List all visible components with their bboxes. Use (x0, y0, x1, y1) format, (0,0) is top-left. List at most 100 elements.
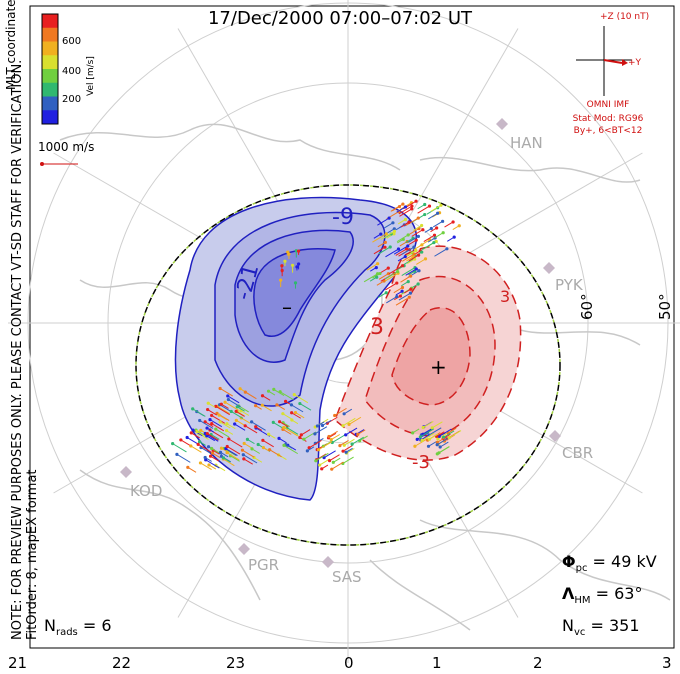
velocity-vector-origin (435, 226, 439, 230)
velocity-vector (228, 399, 241, 408)
velocity-vector (428, 427, 442, 436)
velocity-vector-origin (283, 399, 288, 403)
velocity-vector-origin (436, 437, 440, 441)
velocity-vector-origin (218, 386, 222, 391)
velocity-vector-origin (243, 424, 247, 428)
velocity-vector-origin (392, 227, 396, 231)
velocity-vector (215, 464, 226, 472)
velocity-vector-origin (207, 463, 211, 467)
colorbar-tick: 400 (62, 66, 82, 77)
velocity-vector-origin (327, 459, 332, 463)
velocity-vector (322, 419, 332, 426)
velocity-vector-origin (189, 431, 193, 435)
velocity-vector-origin (403, 205, 408, 209)
velocity-vector-origin (386, 266, 390, 270)
velocity-vector (439, 428, 452, 437)
velocity-vector-origin (280, 264, 284, 268)
colorbar-swatch (42, 96, 58, 111)
velocity-vector-origin (411, 431, 415, 435)
velocity-vector-origin (416, 282, 420, 286)
velocity-vector-origin (282, 425, 286, 430)
positive-cell (334, 245, 522, 461)
velocity-vector (393, 245, 409, 255)
velocity-vector-origin (327, 434, 331, 439)
velocity-vector-origin (290, 418, 294, 422)
coastline (419, 519, 671, 601)
velocity-vector-origin (342, 412, 346, 416)
velocity-vector (283, 427, 298, 437)
hm-boundary (135, 184, 561, 546)
nvc-sub: vc (573, 627, 586, 639)
mlt-tick: 21 (8, 654, 28, 672)
lat-label-50: 50° (656, 293, 674, 320)
velocity-vector-origin (203, 455, 207, 460)
velocity-vector-origin (392, 232, 396, 236)
velocity-vector (395, 248, 407, 256)
velocity-vector (383, 222, 394, 229)
velocity-vector (351, 436, 364, 445)
imf-vector-head (622, 59, 628, 66)
station-marker (238, 543, 250, 555)
velocity-vector (308, 439, 322, 449)
velocity-vector-origin (297, 262, 301, 266)
hm-boundary-color (135, 184, 561, 546)
velocity-vector-origin (266, 389, 271, 393)
velocity-vector-origin (403, 255, 407, 259)
minimum-marker: – (282, 295, 292, 319)
velocity-vector-origin (401, 202, 405, 206)
velocity-vector (242, 449, 255, 458)
velocity-vector (428, 440, 437, 447)
velocity-vector (330, 434, 340, 441)
velocity-vector (209, 419, 223, 428)
velocity-vector-origin (256, 442, 260, 447)
coastline (369, 559, 471, 631)
velocity-vector (400, 275, 411, 283)
velocity-vector (291, 404, 304, 413)
velocity-vector (407, 228, 420, 236)
velocity-vector (430, 204, 442, 212)
velocity-vector (388, 265, 403, 275)
velocity-vector-origin (203, 420, 207, 424)
velocity-vector (414, 438, 428, 447)
velocity-vector-origin (416, 216, 420, 220)
velocity-vector-origin (250, 447, 254, 451)
station-marker (322, 556, 334, 568)
velocity-vector-origin (198, 461, 203, 465)
velocity-vector (301, 429, 311, 436)
station-cbr: CBR (562, 444, 594, 462)
velocity-vector (399, 208, 412, 217)
velocity-vector-origin (420, 243, 424, 247)
velocity-vector (244, 425, 258, 434)
velocity-vector (226, 446, 241, 455)
velocity-vector-origin (281, 412, 285, 416)
velocity-vector-origin (298, 435, 302, 440)
velocity-vector-origin (457, 224, 461, 228)
velocity-vector-origin (344, 433, 348, 437)
velocity-vector-origin (438, 445, 442, 449)
nrads-value: = 6 (77, 616, 112, 635)
velocity-vector-origin (234, 418, 238, 422)
velocity-vector-origin (400, 289, 404, 293)
velocity-vector (190, 445, 202, 453)
colorbar-swatch (42, 110, 58, 125)
station-sas: SAS (332, 568, 362, 586)
station-han: HAN (510, 134, 543, 152)
velocity-vector (332, 434, 346, 443)
velocity-vector-origin (396, 269, 400, 274)
velocity-vector-origin (441, 231, 445, 235)
colorbar-swatch (42, 55, 58, 70)
velocity-vector-origin (426, 444, 431, 448)
velocity-vector (380, 230, 395, 240)
velocity-vector-origin (234, 409, 238, 413)
velocity-vector-origin (292, 392, 296, 397)
velocity-vector-origin (412, 245, 416, 249)
velocity-vector (262, 439, 274, 448)
station-marker (120, 466, 132, 478)
velocity-vector-origin (313, 432, 317, 436)
velocity-vector-origin (378, 271, 382, 276)
velocity-vector (315, 452, 329, 462)
velocity-vector (215, 428, 230, 438)
velocity-vector (434, 248, 448, 257)
velocity-vector (279, 391, 294, 401)
velocity-vector (291, 412, 302, 419)
